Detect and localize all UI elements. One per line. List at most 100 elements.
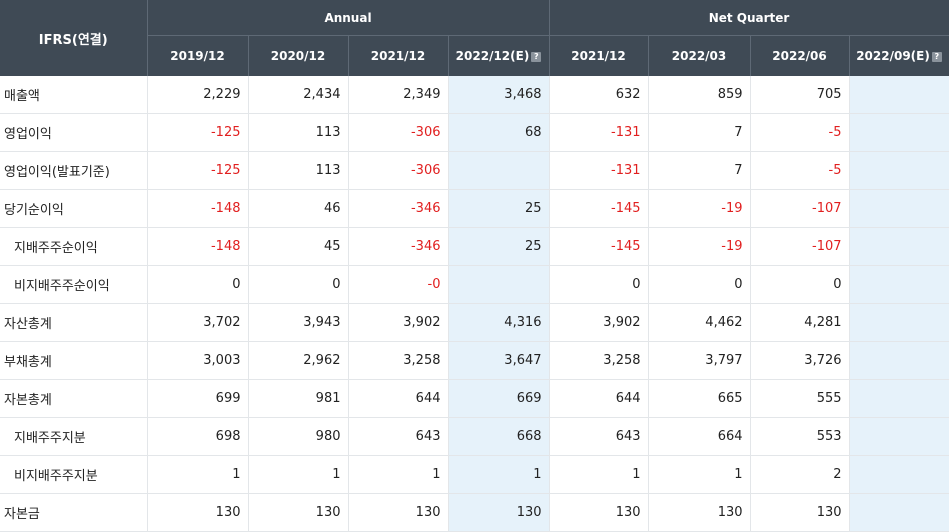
table-cell: 668 — [448, 417, 550, 456]
table-cell — [849, 151, 949, 190]
table-cell — [448, 265, 550, 304]
table-cell — [849, 455, 949, 494]
table-cell — [448, 151, 550, 190]
header-annual: Annual — [147, 0, 550, 36]
column-header-label: 2022/09(E) — [856, 49, 930, 63]
table-cell: 1 — [348, 455, 449, 494]
help-icon[interactable]: ? — [531, 52, 542, 62]
table-cell: 1 — [248, 455, 349, 494]
table-row: 지배주주순이익 -148 45 -346 25 -145 -19 -107 — [0, 227, 949, 266]
table-cell — [849, 113, 949, 152]
column-header: 2021/12 — [549, 35, 649, 76]
table-cell: -346 — [348, 227, 449, 266]
table-cell: -145 — [549, 227, 649, 266]
table-cell: 980 — [248, 417, 349, 456]
table-cell: 644 — [549, 379, 649, 418]
table-cell: 665 — [648, 379, 751, 418]
row-label: 영업이익(발표기준) — [0, 151, 148, 190]
column-header-row: 2019/12 2020/12 2021/12 2022/12(E)? 2021/12 2… — [0, 35, 949, 76]
row-label: 당기순이익 — [0, 189, 148, 228]
table-body: 매출액 2,229 2,434 2,349 3,468 632 859 705 영업이익 -125… — [0, 76, 949, 532]
table-row: 당기순이익 -148 46 -346 25 -145 -19 -107 — [0, 189, 949, 228]
table-cell: -131 — [549, 113, 649, 152]
column-header: 2021/12 — [348, 35, 449, 76]
column-header-label: 2019/12 — [170, 49, 225, 63]
table-cell: -19 — [648, 227, 751, 266]
table-cell — [849, 76, 949, 114]
table-cell: 699 — [147, 379, 249, 418]
table-cell: 643 — [348, 417, 449, 456]
table-cell: 3,647 — [448, 341, 550, 380]
table-cell: 2 — [750, 455, 850, 494]
table-cell: -0 — [348, 265, 449, 304]
column-header: 2022/06 — [750, 35, 850, 76]
header-net-quarter: Net Quarter — [549, 0, 949, 36]
table-cell: 0 — [750, 265, 850, 304]
table-cell: 3,468 — [448, 76, 550, 114]
table-cell: 45 — [248, 227, 349, 266]
row-label: 비지배주주지분 — [0, 455, 148, 494]
row-label: 지배주주지분 — [0, 417, 148, 456]
table-cell: 3,702 — [147, 303, 249, 342]
table-cell: 1 — [147, 455, 249, 494]
table-cell: 981 — [248, 379, 349, 418]
row-label: 자산총계 — [0, 303, 148, 342]
table-cell: -306 — [348, 113, 449, 152]
table-cell: 664 — [648, 417, 751, 456]
table-cell: -306 — [348, 151, 449, 190]
table-row: 매출액 2,229 2,434 2,349 3,468 632 859 705 — [0, 76, 949, 114]
table-cell: -107 — [750, 189, 850, 228]
table-cell: 0 — [248, 265, 349, 304]
table-cell: 0 — [549, 265, 649, 304]
column-header-label: 2022/12(E) — [455, 49, 530, 63]
table-cell: 46 — [248, 189, 349, 228]
table-row: 영업이익(발표기준) -125 113 -306 -131 7 -5 — [0, 151, 949, 190]
table-cell: 4,462 — [648, 303, 751, 342]
table-cell: 0 — [147, 265, 249, 304]
help-icon[interactable]: ? — [931, 52, 942, 62]
table-cell: -19 — [648, 189, 751, 228]
table-cell: 3,726 — [750, 341, 850, 380]
row-label: 부채총계 — [0, 341, 148, 380]
table-cell: 7 — [648, 151, 751, 190]
table-cell — [849, 189, 949, 228]
table-cell: 4,316 — [448, 303, 550, 342]
table-cell: 68 — [448, 113, 550, 152]
table-cell: -145 — [549, 189, 649, 228]
column-header-label: 2021/12 — [370, 49, 426, 63]
column-header: 2022/12(E)? — [448, 35, 550, 76]
column-header-label: 2020/12 — [270, 49, 326, 63]
column-header-label: 2022/06 — [772, 49, 827, 63]
table-row: 지배주주지분 698 980 643 668 643 664 553 — [0, 417, 949, 456]
column-header: 2020/12 — [248, 35, 349, 76]
table-cell: -148 — [147, 189, 249, 228]
table-cell: 113 — [248, 151, 349, 190]
header-ifrs-label: IFRS(연결) — [0, 0, 148, 76]
table-cell: 698 — [147, 417, 249, 456]
table-cell: 555 — [750, 379, 850, 418]
row-label: 영업이익 — [0, 113, 148, 152]
table-cell — [849, 417, 949, 456]
table-cell: 2,349 — [348, 76, 449, 114]
table-row: 자산총계 3,702 3,943 3,902 4,316 3,902 4,462 4,281 — [0, 303, 949, 342]
table-cell: 1 — [648, 455, 751, 494]
table-cell: 859 — [648, 76, 751, 114]
table-cell: 4,281 — [750, 303, 850, 342]
table-cell: 705 — [750, 76, 850, 114]
table-row: 비지배주주지분 1 1 1 1 1 1 2 — [0, 455, 949, 494]
table-cell — [849, 303, 949, 342]
table-cell: 3,797 — [648, 341, 751, 380]
column-header: 2022/03 — [648, 35, 751, 76]
table-cell: 632 — [549, 76, 649, 114]
table-cell: 2,229 — [147, 76, 249, 114]
table-cell: -125 — [147, 113, 249, 152]
table-cell: 643 — [549, 417, 649, 456]
row-label: 비지배주주순이익 — [0, 265, 148, 304]
table-cell — [849, 379, 949, 418]
table-cell: 25 — [448, 189, 550, 228]
table-cell: 1 — [549, 455, 649, 494]
table-cell: 25 — [448, 227, 550, 266]
table-cell: 3,902 — [549, 303, 649, 342]
table-cell: 3,943 — [248, 303, 349, 342]
